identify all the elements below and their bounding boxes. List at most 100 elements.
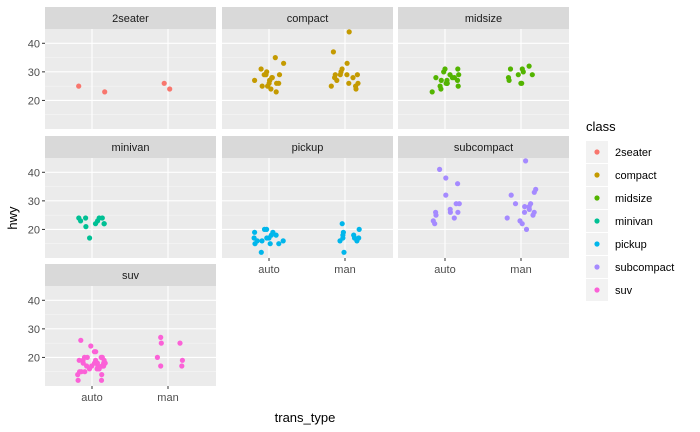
- facet-strip-label: subcompact: [454, 142, 513, 154]
- data-point: [267, 241, 273, 247]
- data-point: [332, 72, 338, 78]
- data-point: [529, 72, 535, 78]
- data-point: [344, 72, 350, 78]
- data-point: [251, 235, 257, 241]
- data-point: [98, 377, 105, 383]
- facet-panel-minivan: minivan: [45, 136, 216, 258]
- y-tick-label: 30: [28, 67, 40, 79]
- data-point: [437, 83, 443, 89]
- y-axis-title: hwy: [5, 206, 20, 230]
- x-tick-label: auto: [434, 264, 455, 276]
- axes: 20 30 40 20 30 40 20 30 40 auto man auto man auto man: [28, 38, 532, 404]
- data-point: [433, 209, 439, 215]
- data-point: [517, 218, 523, 224]
- data-point: [429, 89, 435, 95]
- data-point: [515, 72, 521, 78]
- facet-strip: [45, 264, 216, 286]
- facet-strip-label: minivan: [112, 142, 150, 154]
- x-tick-label: man: [157, 392, 178, 404]
- legend-key: [594, 241, 600, 247]
- data-point: [526, 63, 532, 69]
- data-point: [437, 166, 443, 172]
- y-tick-label: 40: [28, 295, 40, 307]
- data-point: [177, 340, 183, 346]
- data-point: [438, 77, 444, 83]
- facet-strip-label: midsize: [465, 13, 502, 25]
- data-point: [87, 235, 93, 241]
- data-point: [83, 224, 89, 230]
- data-point: [76, 215, 82, 221]
- data-point: [280, 238, 286, 244]
- data-point: [179, 363, 185, 369]
- data-point: [519, 66, 525, 72]
- data-point: [270, 229, 276, 235]
- data-point: [76, 357, 82, 363]
- x-tick-label: auto: [81, 392, 102, 404]
- data-point: [346, 80, 352, 86]
- data-point: [512, 201, 519, 207]
- data-point: [276, 241, 282, 247]
- legend-key: [594, 264, 600, 270]
- legend-label: suv: [615, 285, 633, 297]
- data-point: [154, 354, 160, 360]
- legend: class 2seater compact midsize minivan pickup s…: [586, 119, 674, 301]
- data-point: [443, 175, 449, 181]
- legend-key: [594, 218, 600, 224]
- data-point: [340, 229, 346, 235]
- legend-label: 2seater: [615, 147, 652, 159]
- data-point: [442, 66, 448, 72]
- data-point: [78, 369, 84, 375]
- data-point: [252, 77, 258, 83]
- data-point: [531, 209, 537, 215]
- data-point: [344, 60, 350, 66]
- data-point: [258, 249, 264, 255]
- data-point: [456, 72, 462, 78]
- data-point: [99, 354, 105, 360]
- facet-strip: [398, 136, 569, 158]
- legend-label: pickup: [615, 239, 647, 251]
- data-point: [453, 201, 459, 207]
- y-tick-label: 40: [28, 38, 40, 50]
- data-point: [158, 340, 164, 346]
- data-point: [281, 60, 287, 66]
- x-tick-label: man: [334, 264, 355, 276]
- legend-key: [594, 149, 600, 155]
- data-point: [523, 226, 530, 232]
- x-axis-title: trans_type: [275, 410, 336, 425]
- data-point: [355, 80, 361, 86]
- data-point: [505, 75, 512, 81]
- data-point: [523, 158, 529, 164]
- x-tick-label: man: [510, 264, 531, 276]
- data-point: [521, 209, 528, 215]
- data-point: [443, 192, 449, 198]
- panel-background: [222, 29, 393, 129]
- data-point: [339, 221, 345, 227]
- data-point: [78, 337, 84, 343]
- data-point: [341, 249, 347, 255]
- legend-key: [594, 195, 600, 201]
- data-point: [447, 72, 453, 78]
- data-point: [528, 201, 534, 207]
- data-point: [161, 80, 167, 86]
- data-point: [75, 377, 81, 383]
- data-point: [102, 89, 108, 95]
- data-point: [444, 77, 450, 83]
- data-point: [158, 334, 164, 340]
- data-point: [356, 235, 362, 241]
- facet-panel-suv: suv: [45, 264, 216, 386]
- y-tick-label: 40: [28, 167, 40, 179]
- data-point: [339, 66, 345, 72]
- data-point: [455, 83, 461, 89]
- data-point: [330, 49, 336, 55]
- data-point: [83, 215, 89, 221]
- data-point: [158, 363, 164, 369]
- data-point: [84, 363, 90, 369]
- data-point: [433, 75, 439, 81]
- data-point: [259, 238, 265, 244]
- data-point: [455, 66, 461, 72]
- data-point: [93, 357, 99, 363]
- facet-strip: [222, 7, 393, 29]
- facet-panels: 2seater compact midsize minivan pickup subcom…: [45, 7, 569, 386]
- data-point: [533, 186, 539, 192]
